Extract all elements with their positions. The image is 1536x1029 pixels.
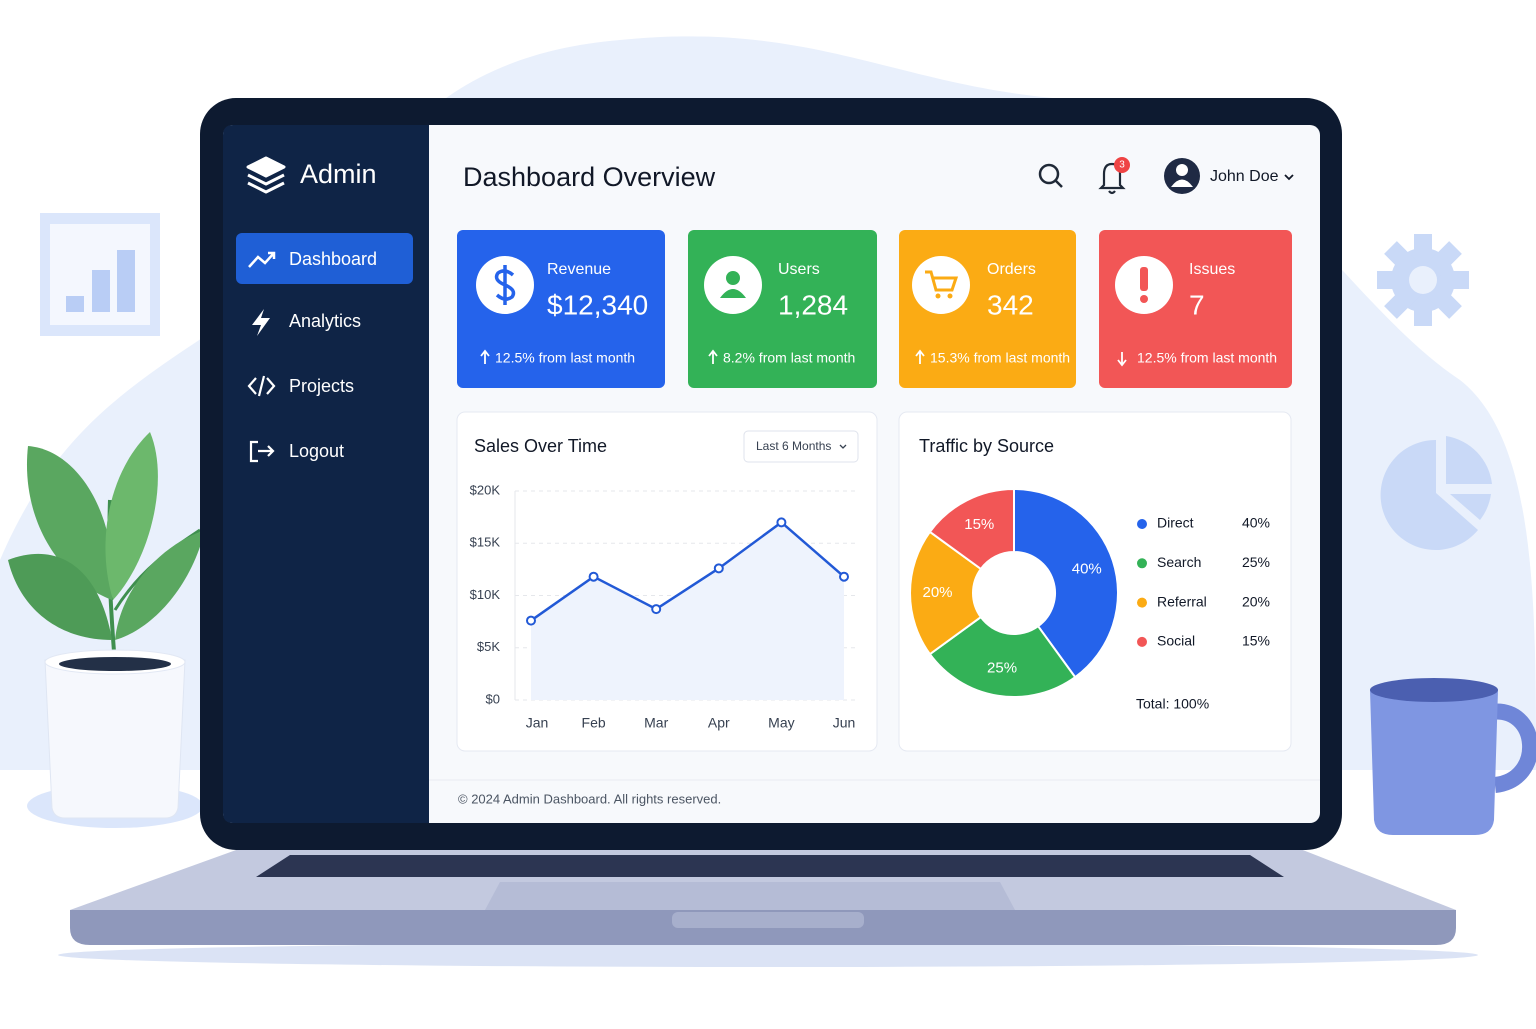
bell-icon[interactable] [1098,162,1126,195]
laptop-notch [672,912,864,928]
x-tick-label: Jun [833,715,856,731]
search-icon[interactable] [1038,163,1063,188]
mug [1370,690,1498,835]
card-change: 12.5% from last month [495,350,635,366]
range-label[interactable]: Last 6 Months [756,439,831,453]
legend-label: Search [1157,554,1201,570]
point [776,517,787,528]
trackpad [485,882,1015,910]
legend-label: Social [1157,633,1195,649]
card-label: Users [778,261,820,278]
plant [8,432,205,666]
slice-label: 20% [922,584,952,601]
deco-bar [92,270,110,312]
pie-icon [1380,436,1492,550]
pie-slice [928,615,1077,698]
y-tick-label: $0 [486,691,500,706]
x-tick-label: Mar [644,715,668,731]
nav-item[interactable]: Logout [289,441,344,461]
range-dropdown[interactable] [743,430,859,463]
card-icons [476,256,1173,367]
cards: Revenue $12,340 12.5% from last month Users… [457,230,1292,388]
point [588,571,599,582]
plant-pot [44,659,186,819]
deco-bar [66,296,84,312]
panel-title: Sales Over Time [474,436,607,456]
y-tick-label: $10K [470,587,501,602]
pie-slice [928,487,1015,571]
nav-item[interactable]: Dashboard [289,249,377,269]
nav-icon [249,440,275,463]
point [651,604,662,615]
card-value: 1,284 [778,289,848,320]
card-label: Issues [1189,261,1235,278]
y-tick-label: $15K [470,535,501,550]
point [713,563,724,574]
area [531,522,844,700]
mug-top [1370,678,1498,702]
x-tick-label: Jan [526,715,549,731]
card-change: 8.2% from last month [723,350,855,366]
legend-value: 15% [1242,633,1270,649]
legend-value: 40% [1242,515,1270,531]
y-tick-label: $5K [477,639,500,654]
notification-badge [1114,157,1130,173]
nav-active[interactable] [236,233,413,284]
card-value: $12,340 [547,289,648,320]
avatar-head [1176,164,1188,176]
legend-dot [1137,597,1147,608]
page-title: Dashboard Overview [463,162,716,192]
legend-value: 25% [1242,554,1270,570]
card-label: Orders [987,261,1036,278]
card-label: Revenue [547,261,611,278]
point [526,615,536,626]
y-tick-label: $20K [470,482,501,497]
pie-total: Total: 100% [1136,696,1209,712]
legend-dot [1137,519,1147,529]
panel-title: Traffic by Source [919,436,1054,456]
x-tick-label: Feb [582,715,606,731]
legend-label: Direct [1157,515,1194,531]
slice-label: 25% [987,660,1017,677]
user-name[interactable]: John Doe [1210,168,1279,185]
card-value: 7 [1189,289,1205,320]
legend-dot [1137,558,1147,569]
nav-icon [248,251,276,268]
point [839,571,849,582]
legend-label: Referral [1157,593,1207,609]
charts: $0 $5K $10K $15K $20K Jan Feb Mar Apr May Jun 40% Di… [470,482,1270,730]
logo-icon [246,156,286,194]
keyboard [256,855,1284,877]
deco-bar [117,250,135,312]
nav-icon [252,309,270,336]
gear-icon [1377,234,1469,326]
pie-slice [909,530,983,656]
card-value: 342 [987,289,1034,320]
x-tick-label: May [768,715,794,731]
legend-dot [1137,636,1147,647]
pie-slice [1013,487,1119,679]
avatar-body [1171,179,1193,187]
pot-soil [59,657,171,671]
footer-text: © 2024 Admin Dashboard. All rights reser… [458,791,721,806]
card-change: 15.3% from last month [930,350,1070,366]
nav-item[interactable]: Projects [289,376,354,396]
chevron [1284,174,1294,181]
mug-handle [1488,703,1536,793]
slice-label: 15% [964,516,994,533]
legend-value: 20% [1242,593,1270,609]
nav-item[interactable]: Analytics [289,311,361,331]
card-change: 12.5% from last month [1137,350,1277,366]
laptop-shadow [58,943,1478,967]
sidebar [223,125,429,823]
x-tick-label: Apr [708,715,730,731]
line [530,520,845,622]
slice-label: 40% [1072,560,1102,577]
brand: Admin [300,159,377,189]
nav-icon [247,375,276,397]
notification-count: 3 [1119,160,1125,171]
chevron [839,444,847,449]
